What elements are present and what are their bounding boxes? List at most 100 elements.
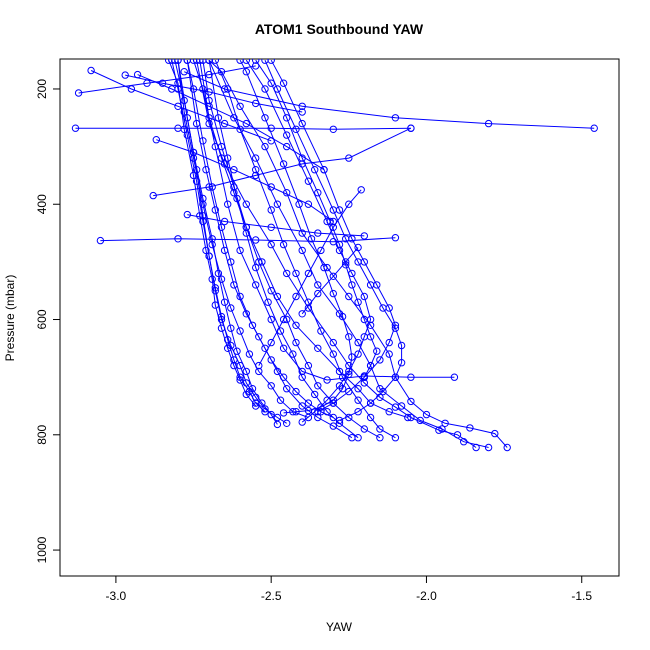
data-point xyxy=(323,376,331,384)
series-line xyxy=(168,60,257,407)
series-line xyxy=(270,59,396,413)
data-point xyxy=(205,59,213,64)
data-point xyxy=(298,246,306,255)
data-point xyxy=(264,298,272,306)
data-point xyxy=(450,373,459,381)
data-point xyxy=(345,154,353,162)
data-point xyxy=(354,350,362,358)
data-point xyxy=(391,234,400,242)
data-point xyxy=(329,272,337,280)
y-axis-label: Pressure (mbar) xyxy=(3,275,17,362)
data-point xyxy=(174,124,182,132)
data-point xyxy=(279,79,288,87)
data-point xyxy=(87,66,95,75)
data-point xyxy=(298,310,306,318)
x-axis: -3.0 -2.5 -2.0 -1.5 xyxy=(106,575,592,603)
data-point xyxy=(252,236,260,244)
data-point xyxy=(354,396,362,404)
data-point xyxy=(298,373,306,381)
data-point xyxy=(208,275,216,283)
data-point xyxy=(236,59,244,64)
data-point xyxy=(252,281,260,289)
data-point xyxy=(224,336,232,344)
data-point xyxy=(348,434,356,442)
data-point xyxy=(345,387,353,396)
data-point xyxy=(279,315,288,324)
data-point xyxy=(376,356,384,364)
series-19 xyxy=(252,59,381,381)
data-point xyxy=(354,298,362,306)
data-point xyxy=(255,258,263,266)
data-point xyxy=(348,281,356,289)
data-point xyxy=(484,443,493,452)
data-point xyxy=(385,338,393,347)
data-point xyxy=(298,402,306,410)
series-21 xyxy=(255,186,365,370)
data-point xyxy=(472,443,480,452)
data-point xyxy=(267,410,275,419)
data-point xyxy=(298,102,306,111)
data-point xyxy=(242,200,251,208)
data-point xyxy=(311,390,319,399)
series-line xyxy=(239,59,353,414)
data-point xyxy=(220,119,229,128)
data-point xyxy=(245,350,254,358)
data-point xyxy=(342,258,350,266)
series-14 xyxy=(168,59,269,416)
data-point xyxy=(289,350,297,358)
data-point xyxy=(227,324,235,332)
data-point xyxy=(261,85,269,93)
x-tick-label: -2.0 xyxy=(416,589,437,603)
data-point xyxy=(183,59,191,64)
data-point xyxy=(304,200,313,208)
data-point xyxy=(242,367,251,376)
data-point xyxy=(503,443,511,452)
data-point xyxy=(127,85,136,93)
data-point xyxy=(326,217,334,226)
data-point xyxy=(217,324,226,332)
data-point xyxy=(366,399,375,407)
data-point xyxy=(252,263,260,272)
data-point xyxy=(376,425,384,433)
data-point xyxy=(304,361,313,370)
data-point xyxy=(199,217,207,226)
series-line xyxy=(90,70,272,142)
data-point xyxy=(220,298,229,306)
data-point xyxy=(329,413,337,422)
data-point xyxy=(304,399,313,407)
data-point xyxy=(189,171,198,180)
data-point xyxy=(357,186,365,194)
data-point xyxy=(252,399,260,407)
data-point xyxy=(335,246,344,255)
data-point xyxy=(236,376,244,384)
y-tick-label: 1000 xyxy=(35,536,49,563)
data-point xyxy=(267,79,275,87)
data-point xyxy=(224,200,232,208)
data-point xyxy=(314,344,322,352)
data-point xyxy=(236,125,244,134)
data-point xyxy=(279,240,288,249)
data-point xyxy=(360,425,368,433)
data-point xyxy=(491,429,499,438)
data-point xyxy=(236,246,244,255)
data-point xyxy=(373,347,381,355)
series-line xyxy=(184,71,595,129)
data-point xyxy=(252,166,260,174)
data-point xyxy=(379,387,387,396)
data-point xyxy=(168,59,176,64)
data-point xyxy=(385,408,393,416)
data-point xyxy=(205,183,213,191)
data-point xyxy=(379,304,387,312)
data-point xyxy=(345,292,353,301)
data-point xyxy=(279,373,288,381)
data-point xyxy=(276,396,285,404)
data-point xyxy=(590,124,598,132)
data-point xyxy=(283,142,291,151)
data-point xyxy=(242,310,251,318)
series-line xyxy=(78,65,256,94)
series-28 xyxy=(152,136,337,226)
data-point xyxy=(329,223,337,232)
data-point xyxy=(261,142,269,151)
data-point xyxy=(279,409,288,417)
